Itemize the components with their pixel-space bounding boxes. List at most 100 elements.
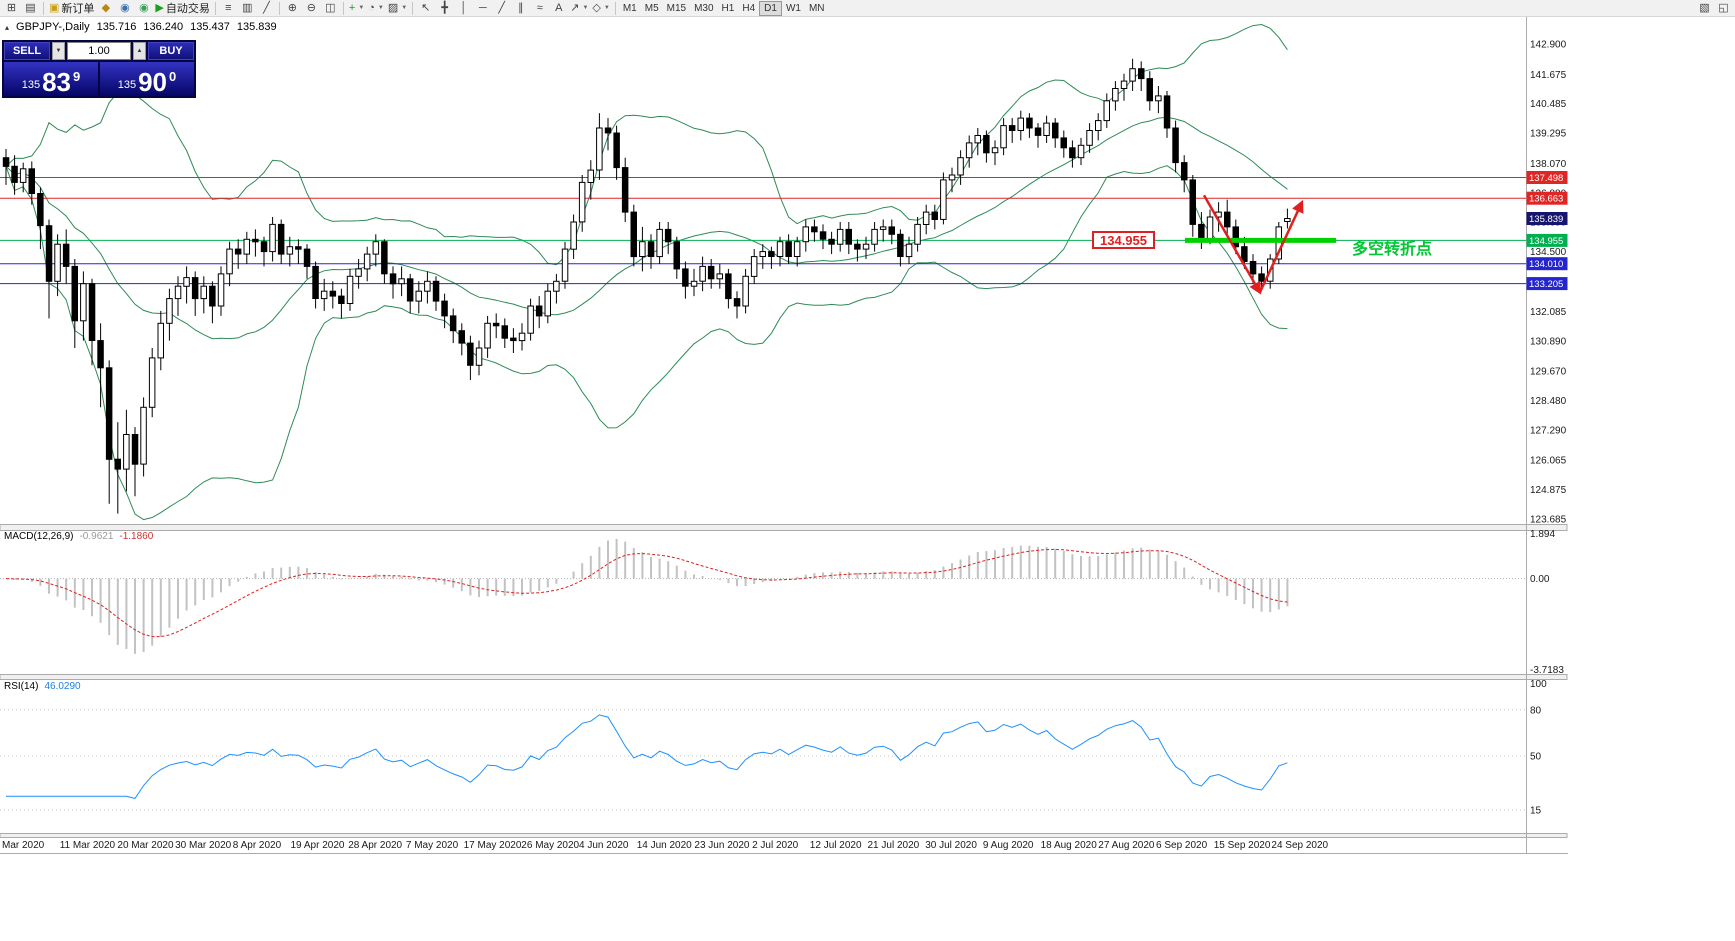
timeframe-w1-button[interactable]: W1 <box>785 2 801 14</box>
macd-histogram-bar <box>297 566 300 579</box>
fibonacci-button[interactable]: ≈ <box>530 1 549 16</box>
volume-input[interactable] <box>67 42 131 60</box>
expand-button[interactable]: ◱ <box>1714 1 1733 16</box>
date-axis-label: 27 Aug 2020 <box>1098 840 1155 851</box>
candle-body <box>948 174 956 181</box>
candle-body <box>2 157 10 167</box>
zoom-in-button[interactable]: ⊕ <box>283 1 302 16</box>
price-axis-label: 142.900 <box>1530 40 1567 51</box>
cursor-button[interactable]: ↖ <box>416 1 435 16</box>
candle-body <box>226 248 233 275</box>
crosshair-button[interactable]: ╋ <box>435 1 454 16</box>
experts-button[interactable]: ◆ <box>96 1 115 16</box>
vline-button[interactable]: │ <box>454 1 473 16</box>
timeframe-m15-button[interactable]: M15 <box>666 2 687 14</box>
macd-histogram-bar <box>280 567 283 579</box>
chart-bars-button[interactable]: ≡ <box>219 1 238 16</box>
candle-body <box>312 265 319 299</box>
sell-button[interactable]: SELL <box>4 42 50 60</box>
candle-body <box>931 211 938 221</box>
candle-body <box>277 223 285 255</box>
arrows-button[interactable]: ↗ ▼ <box>568 1 590 16</box>
macd-histogram-bar <box>1269 578 1272 613</box>
templates-button[interactable]: ▨ ▼ <box>386 1 409 16</box>
macd-histogram-bar <box>753 578 756 585</box>
macd-histogram-bar <box>400 576 403 579</box>
tile-windows-button[interactable]: ◫ <box>321 1 340 16</box>
macd-histogram-bar <box>1054 548 1057 579</box>
timeframe-m1-button[interactable]: M1 <box>622 2 637 14</box>
timeframe-m5-button[interactable]: M5 <box>644 2 659 14</box>
price-axis-label: 140.485 <box>1530 99 1567 110</box>
candle-body <box>88 283 96 342</box>
timeframe-mn-button[interactable]: MN <box>808 2 825 14</box>
profiles-button[interactable]: ▤ <box>21 1 40 16</box>
periods-button[interactable]: ◔ ▼ <box>366 1 386 16</box>
candle-body <box>544 290 551 317</box>
turning-point-annotation[interactable]: 多空转折点 <box>1352 241 1433 258</box>
buy-button[interactable]: BUY <box>148 42 194 60</box>
timeframe-h1-button[interactable]: H1 <box>721 2 735 14</box>
channel-button[interactable]: ∥ <box>511 1 530 16</box>
candle-body <box>467 342 474 366</box>
macd-histogram-bar <box>675 565 678 579</box>
candle-body <box>140 406 147 465</box>
cursor-icon: ↖ <box>421 1 431 14</box>
indicators-button[interactable]: + ▼ <box>347 1 366 16</box>
price-axis-label: 139.295 <box>1530 129 1567 140</box>
price-callout-box[interactable]: 134.955 <box>1092 231 1155 249</box>
macd-histogram-bar <box>598 546 601 579</box>
timeframe-m30-button[interactable]: M30 <box>694 2 714 14</box>
chart-line-button[interactable]: ╱ <box>257 1 276 16</box>
hline-button[interactable]: ─ <box>473 1 492 16</box>
candle-body <box>71 265 78 322</box>
zoom-out-button[interactable]: ⊖ <box>302 1 321 16</box>
macd-histogram-bar <box>340 578 343 580</box>
timeframe-h4-button[interactable]: H4 <box>742 2 756 14</box>
bollinger-middle <box>5 116 1288 340</box>
candle-body <box>1026 117 1033 129</box>
candle-body <box>630 211 637 258</box>
date-axis-label: 28 Apr 2020 <box>348 840 402 851</box>
sell-price[interactable]: 135 83 9 <box>4 62 98 96</box>
news-button[interactable]: ◉ <box>134 1 153 16</box>
candle-body <box>673 241 680 270</box>
volume-decrease-button[interactable]: ▼ <box>52 42 65 60</box>
timeframe-d1-button[interactable]: D1 <box>759 0 782 16</box>
macd-histogram-bar <box>1080 555 1082 579</box>
price-axis-label: 141.675 <box>1530 70 1567 81</box>
candle-body <box>252 238 259 243</box>
candle-body <box>725 273 732 300</box>
autotrading-button-label: 自动交易 <box>165 3 210 15</box>
macd-histogram-bar <box>1062 551 1065 579</box>
shapes-button[interactable]: ◇ ▼ <box>590 1 611 16</box>
candle-body <box>1163 95 1171 129</box>
volume-increase-button[interactable]: ▲ <box>133 42 146 60</box>
chart-candles-button[interactable]: ▥ <box>238 1 257 16</box>
text-button[interactable]: A <box>549 1 568 16</box>
current-price-label-text: 135.839 <box>1529 214 1563 225</box>
date-axis-label: Mar 2020 <box>2 840 45 851</box>
toolbar-separator <box>412 1 414 15</box>
trendline-button[interactable]: ╱ <box>492 1 511 16</box>
autotrading-button[interactable]: ▶ 自动交易 <box>153 1 211 16</box>
candle-body <box>1103 100 1110 122</box>
new-order-button[interactable]: ▣ 新订单 <box>47 1 96 16</box>
hline-price-label-text: 136.663 <box>1529 194 1563 205</box>
chart-bars-icon: ≡ <box>225 1 232 14</box>
candle-body <box>750 256 758 277</box>
hline-price-label-text: 134.010 <box>1529 259 1563 270</box>
charts-window-button[interactable]: ▧ <box>1695 1 1714 16</box>
candle-body <box>28 168 35 195</box>
candle-body <box>664 228 672 243</box>
new-chart-button[interactable]: ⊞ <box>2 1 21 16</box>
chart-candles-icon: ▥ <box>242 1 253 14</box>
buy-price[interactable]: 135 90 0 <box>100 62 194 96</box>
candle-body <box>157 322 164 359</box>
alerts-button[interactable]: ◉ <box>115 1 134 16</box>
hline-price-label-text: 133.205 <box>1529 279 1563 290</box>
candle-body <box>561 248 569 282</box>
macd-histogram-bar <box>13 578 16 580</box>
candle-body <box>699 265 706 282</box>
